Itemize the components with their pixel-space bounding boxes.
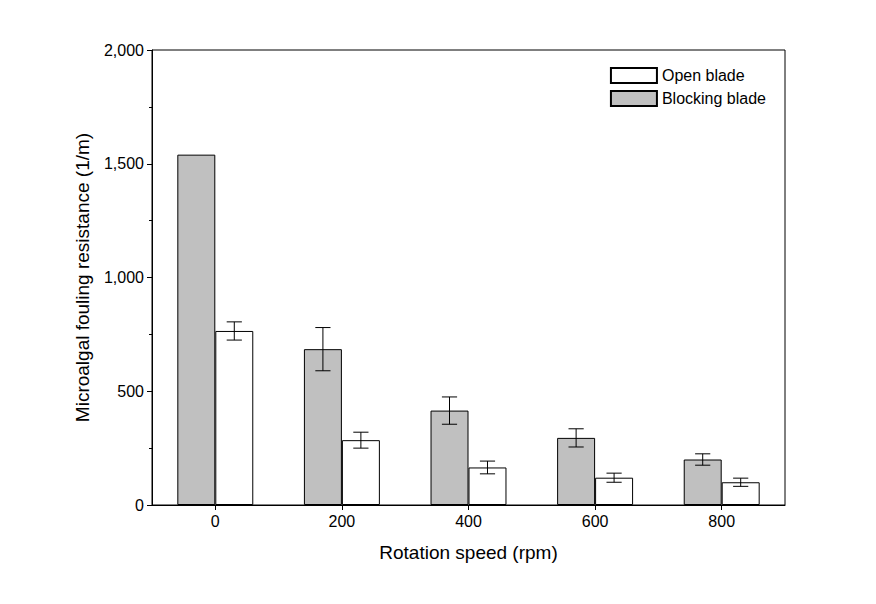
svg-text:600: 600 xyxy=(582,513,609,530)
svg-text:1,500: 1,500 xyxy=(104,155,144,172)
svg-text:500: 500 xyxy=(117,383,144,400)
svg-text:1,000: 1,000 xyxy=(104,269,144,286)
svg-text:Microalgal fouling resistance: Microalgal fouling resistance (1/m) xyxy=(72,133,93,422)
svg-text:Blocking blade: Blocking blade xyxy=(662,90,766,107)
svg-text:0: 0 xyxy=(211,513,220,530)
svg-text:200: 200 xyxy=(329,513,356,530)
svg-text:Open blade: Open blade xyxy=(662,67,745,84)
svg-text:2,000: 2,000 xyxy=(104,42,144,59)
svg-text:0: 0 xyxy=(135,497,144,514)
svg-text:400: 400 xyxy=(455,513,482,530)
svg-text:800: 800 xyxy=(708,513,735,530)
svg-text:Rotation speed (rpm): Rotation speed (rpm) xyxy=(379,542,557,563)
